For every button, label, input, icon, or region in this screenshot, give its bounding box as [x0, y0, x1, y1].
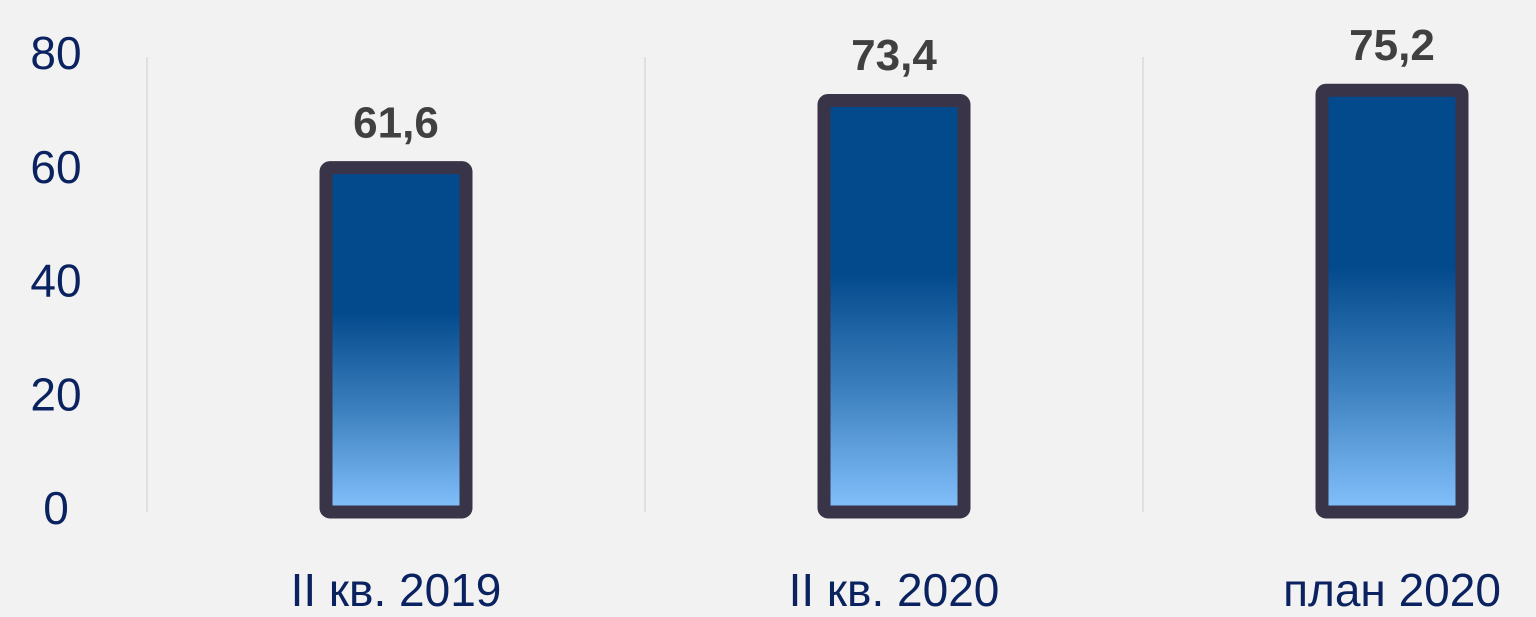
- y-tick-label: 60: [30, 141, 81, 193]
- y-tick-label: 0: [43, 482, 69, 534]
- x-tick-label: II кв. 2020: [789, 564, 1000, 616]
- data-label: 75,2: [1349, 21, 1435, 70]
- bar: [319, 161, 473, 519]
- data-label: 61,6: [353, 98, 439, 147]
- y-tick-label: 40: [30, 255, 81, 307]
- data-label: 73,4: [851, 31, 937, 80]
- bar: [817, 94, 971, 519]
- y-tick-label: 20: [30, 368, 81, 420]
- y-tick-label: 80: [30, 27, 81, 79]
- bar: [1315, 83, 1469, 519]
- x-tick-label: план 2020: [1283, 564, 1501, 616]
- x-tick-label: II кв. 2019: [291, 564, 502, 616]
